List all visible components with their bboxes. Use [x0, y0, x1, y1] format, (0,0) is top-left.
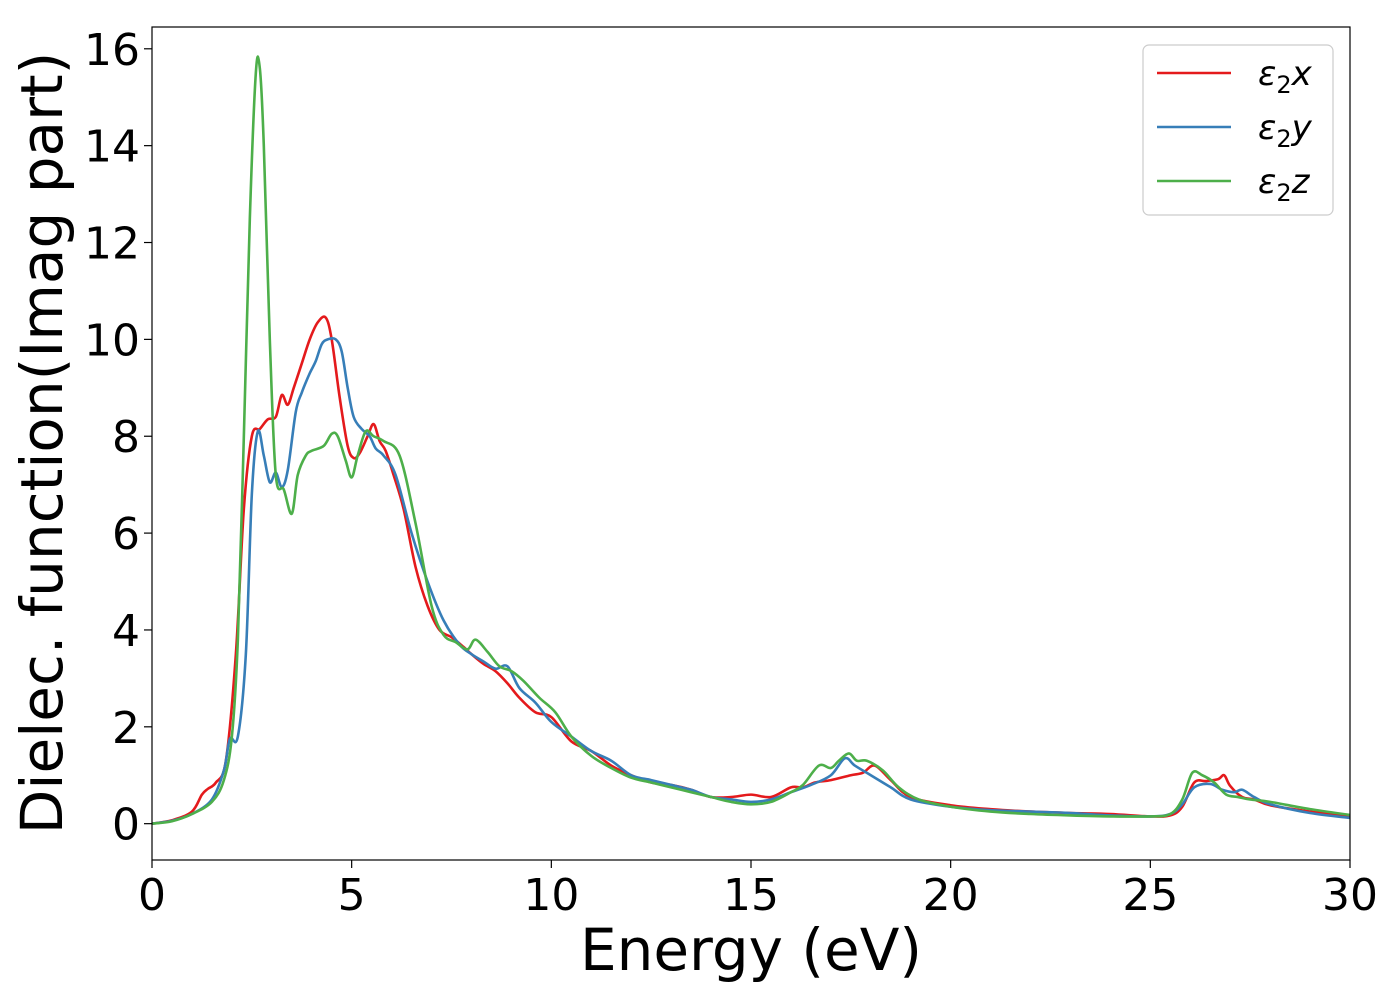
- x-axis-title: Energy (eV): [580, 916, 922, 984]
- plot-frame: [151, 26, 1351, 861]
- y-tick-label: 14: [84, 122, 140, 173]
- y-tick-label: 16: [84, 25, 140, 76]
- legend-box: [1142, 44, 1334, 216]
- x-tick-label: 0: [138, 870, 166, 921]
- legend-items: ε2x ε2y ε2z: [1157, 54, 1313, 207]
- legend-label-y: ε2y: [1258, 108, 1313, 153]
- legend-label-z: ε2z: [1258, 162, 1311, 207]
- series-lines: [152, 55, 1350, 825]
- y-tick-label: 12: [84, 219, 140, 270]
- x-tick-label: 5: [338, 870, 366, 921]
- y-tick-label: 4: [112, 606, 140, 657]
- x-tick-label: 20: [923, 870, 979, 921]
- x-tick-label: 30: [1322, 870, 1378, 921]
- x-tick-label: 10: [523, 870, 579, 921]
- x-tick-label: 15: [723, 870, 779, 921]
- y-tick-label: 10: [84, 315, 140, 366]
- y-tick-label: 8: [112, 412, 140, 463]
- y-tick-label: 0: [112, 800, 140, 851]
- y-tick-label: 6: [112, 509, 140, 560]
- axis-ticks: 0 5 10 15 20 25 30 0 2 4 6 8 10 12 14 16: [84, 25, 1378, 921]
- y-tick-label: 2: [112, 703, 140, 754]
- legend: ε2x ε2y ε2z: [1142, 44, 1334, 216]
- series-line-z: [152, 55, 1350, 825]
- x-tick-label: 25: [1122, 870, 1178, 921]
- legend-label-x: ε2x: [1258, 54, 1313, 99]
- y-axis-title: Dielec. function(Imag part): [8, 52, 76, 835]
